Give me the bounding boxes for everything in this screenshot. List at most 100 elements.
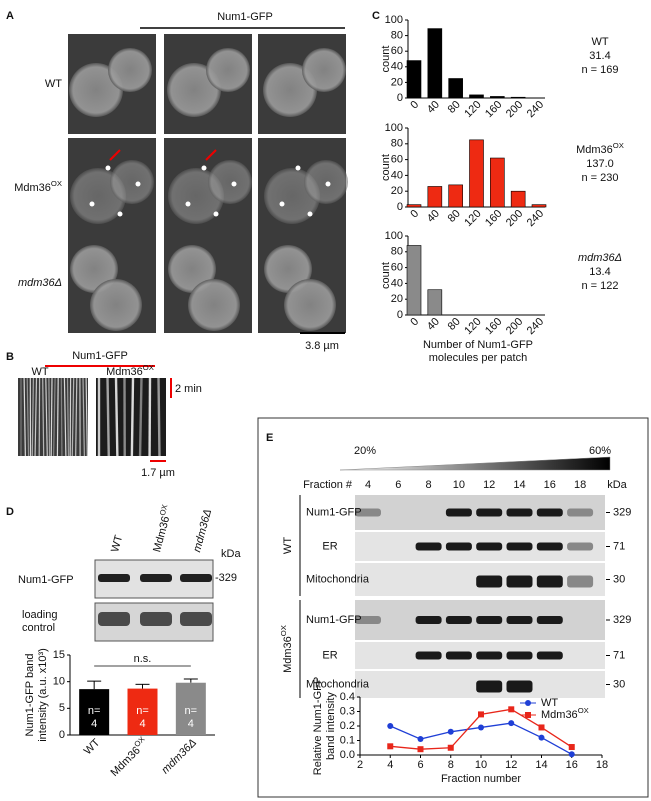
bar-label: n= — [88, 705, 101, 717]
kda-marker: 71 — [613, 540, 625, 552]
bar — [531, 204, 547, 208]
point — [417, 746, 424, 753]
x-tick-label: 0 — [408, 316, 421, 329]
x-tick-label: 40 — [425, 316, 442, 333]
blot-label: control — [22, 622, 55, 634]
patch — [117, 211, 123, 217]
x-tick-label: 80 — [446, 316, 463, 333]
x-tick-label: 0 — [408, 208, 421, 221]
streak — [26, 377, 30, 457]
bar — [448, 184, 463, 208]
cell — [110, 160, 154, 204]
streak — [53, 377, 56, 457]
point — [417, 736, 424, 743]
cell — [304, 160, 348, 204]
panel-label: D — [6, 506, 14, 518]
significance-label: n.s. — [134, 653, 152, 665]
x-tick-label: 40 — [425, 99, 442, 116]
bar-label: 4 — [188, 718, 194, 730]
fraction-label: 16 — [544, 479, 556, 491]
x-tick-label: Mdm36OX — [106, 734, 151, 779]
band — [355, 616, 381, 624]
blot-label: ER — [322, 649, 337, 661]
x-tick-label: 120 — [462, 208, 483, 229]
band — [415, 542, 442, 551]
row-label: WT — [45, 78, 62, 90]
band — [536, 542, 563, 551]
x-tick-label: 240 — [525, 208, 546, 229]
patch — [279, 201, 285, 207]
patch — [307, 211, 313, 217]
group-label-text: Mdm36 — [576, 144, 613, 156]
x-tick-label: 40 — [425, 208, 442, 225]
band — [445, 651, 472, 660]
blot-label: Num1-GFP — [306, 506, 362, 518]
streak — [34, 377, 38, 457]
cell — [284, 279, 336, 331]
point — [568, 751, 575, 758]
band — [476, 508, 503, 517]
y-tick-label: 100 — [385, 122, 403, 134]
y-tick-label: 0 — [397, 201, 403, 213]
x-tick-label: 160 — [483, 208, 504, 229]
blot-label: Num1-GFP — [306, 614, 362, 626]
x-axis-label: molecules per patch — [429, 352, 527, 364]
annotation: 13.4 — [589, 266, 610, 278]
bar-label: 4 — [91, 718, 97, 730]
group-label-sup: OX — [613, 141, 624, 150]
band — [536, 508, 563, 517]
fraction-label: 4 — [365, 479, 371, 491]
streak — [45, 377, 48, 457]
row-label: Mdm36OX — [14, 179, 62, 194]
lane-label-text: Mdm36 — [151, 515, 172, 554]
point — [508, 706, 515, 713]
row-label-text: mdm36Δ — [18, 277, 62, 289]
fraction-label: 6 — [395, 479, 401, 491]
point — [387, 723, 394, 729]
band — [506, 651, 533, 660]
x-tick-label: 160 — [483, 99, 504, 120]
y-tick-label: 100 — [385, 230, 403, 242]
y-axis-label: band intensity — [325, 692, 337, 760]
y-tick-label: 80 — [391, 246, 403, 258]
y-tick-label: 0.4 — [340, 691, 355, 703]
y-axis-label: count — [380, 46, 392, 73]
x-tick-label: 80 — [446, 99, 463, 116]
kda-marker: 30 — [613, 573, 625, 585]
x-tick-label: 8 — [448, 759, 454, 771]
legend-marker — [525, 700, 531, 706]
y-tick-label: 0 — [59, 729, 65, 741]
band — [536, 651, 563, 660]
row-label-text: WT — [45, 78, 62, 90]
bar — [490, 96, 505, 99]
band — [180, 612, 212, 626]
x-tick-label: 6 — [417, 759, 423, 771]
streak — [56, 377, 59, 457]
x-tick-label: 80 — [446, 208, 463, 225]
annotation: 137.0 — [586, 158, 614, 170]
legend-label: WT — [541, 697, 558, 709]
group-label: mdm36Δ — [578, 252, 622, 264]
legend-label-sup: OX — [578, 706, 589, 715]
fraction-label: 14 — [513, 479, 525, 491]
streak — [85, 377, 88, 457]
patch — [231, 181, 237, 187]
group-label-text: WT — [591, 36, 608, 48]
band — [476, 651, 503, 660]
streak — [31, 377, 34, 457]
band — [506, 575, 533, 588]
bar — [427, 28, 443, 99]
bar — [427, 289, 443, 316]
point — [447, 744, 454, 751]
band — [445, 508, 472, 517]
panel-label: B — [6, 351, 14, 363]
streak — [130, 377, 135, 457]
band — [476, 616, 503, 624]
x-axis-label: Number of Num1-GFP — [423, 339, 533, 351]
streak — [63, 377, 67, 457]
x-tick-label: mdm36Δ — [159, 737, 199, 777]
y-tick-label: 20 — [391, 76, 403, 88]
lane-label: WT — [109, 534, 125, 554]
arrow — [109, 149, 121, 161]
lane-label-text: mdm36Δ — [191, 508, 214, 554]
